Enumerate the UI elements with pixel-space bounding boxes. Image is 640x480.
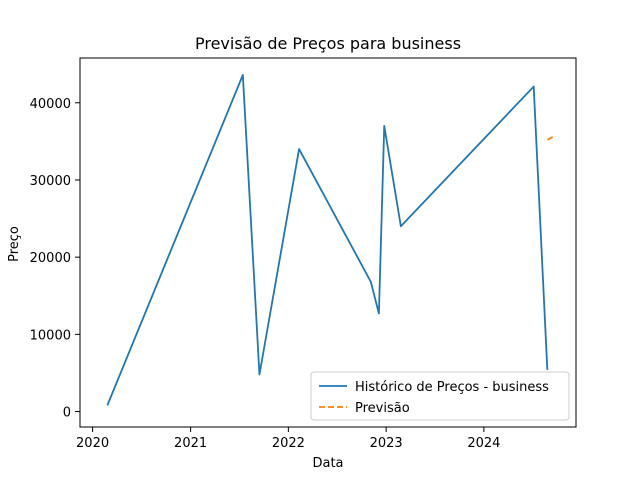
y-tick-label-1: 0 — [63, 406, 71, 421]
x-tick-label-2: 2021 — [174, 436, 207, 451]
chart-title: Previsão de Preços para business — [195, 34, 461, 53]
x-axis-label: Data — [312, 456, 343, 471]
legend-box — [310, 371, 570, 421]
y-axis-label: Preço — [7, 226, 22, 262]
legend: Histórico de Preços - business Previsão — [310, 371, 570, 421]
y-tick-label-4: 30000 — [30, 174, 71, 189]
series-line-2 — [546, 135, 554, 141]
legend-label-1: Histórico de Preços - business — [355, 380, 549, 395]
x-tick-label-1: 2020 — [76, 436, 109, 451]
axes-frame — [79, 57, 577, 428]
series-line-1 — [106, 74, 549, 406]
y-tick-label-2: 10000 — [30, 328, 71, 343]
legend-label-2: Previsão — [355, 401, 410, 416]
x-tick-label-4: 2023 — [370, 436, 403, 451]
y-tick-label-5: 40000 — [30, 97, 71, 112]
x-tick-label-3: 2022 — [272, 436, 305, 451]
y-tick-label-3: 20000 — [30, 251, 71, 266]
x-tick-label-5: 2024 — [467, 436, 500, 451]
plot-area: 2020 2021 2022 2023 2024 0 10000 20000 30000 4000… — [30, 57, 577, 451]
